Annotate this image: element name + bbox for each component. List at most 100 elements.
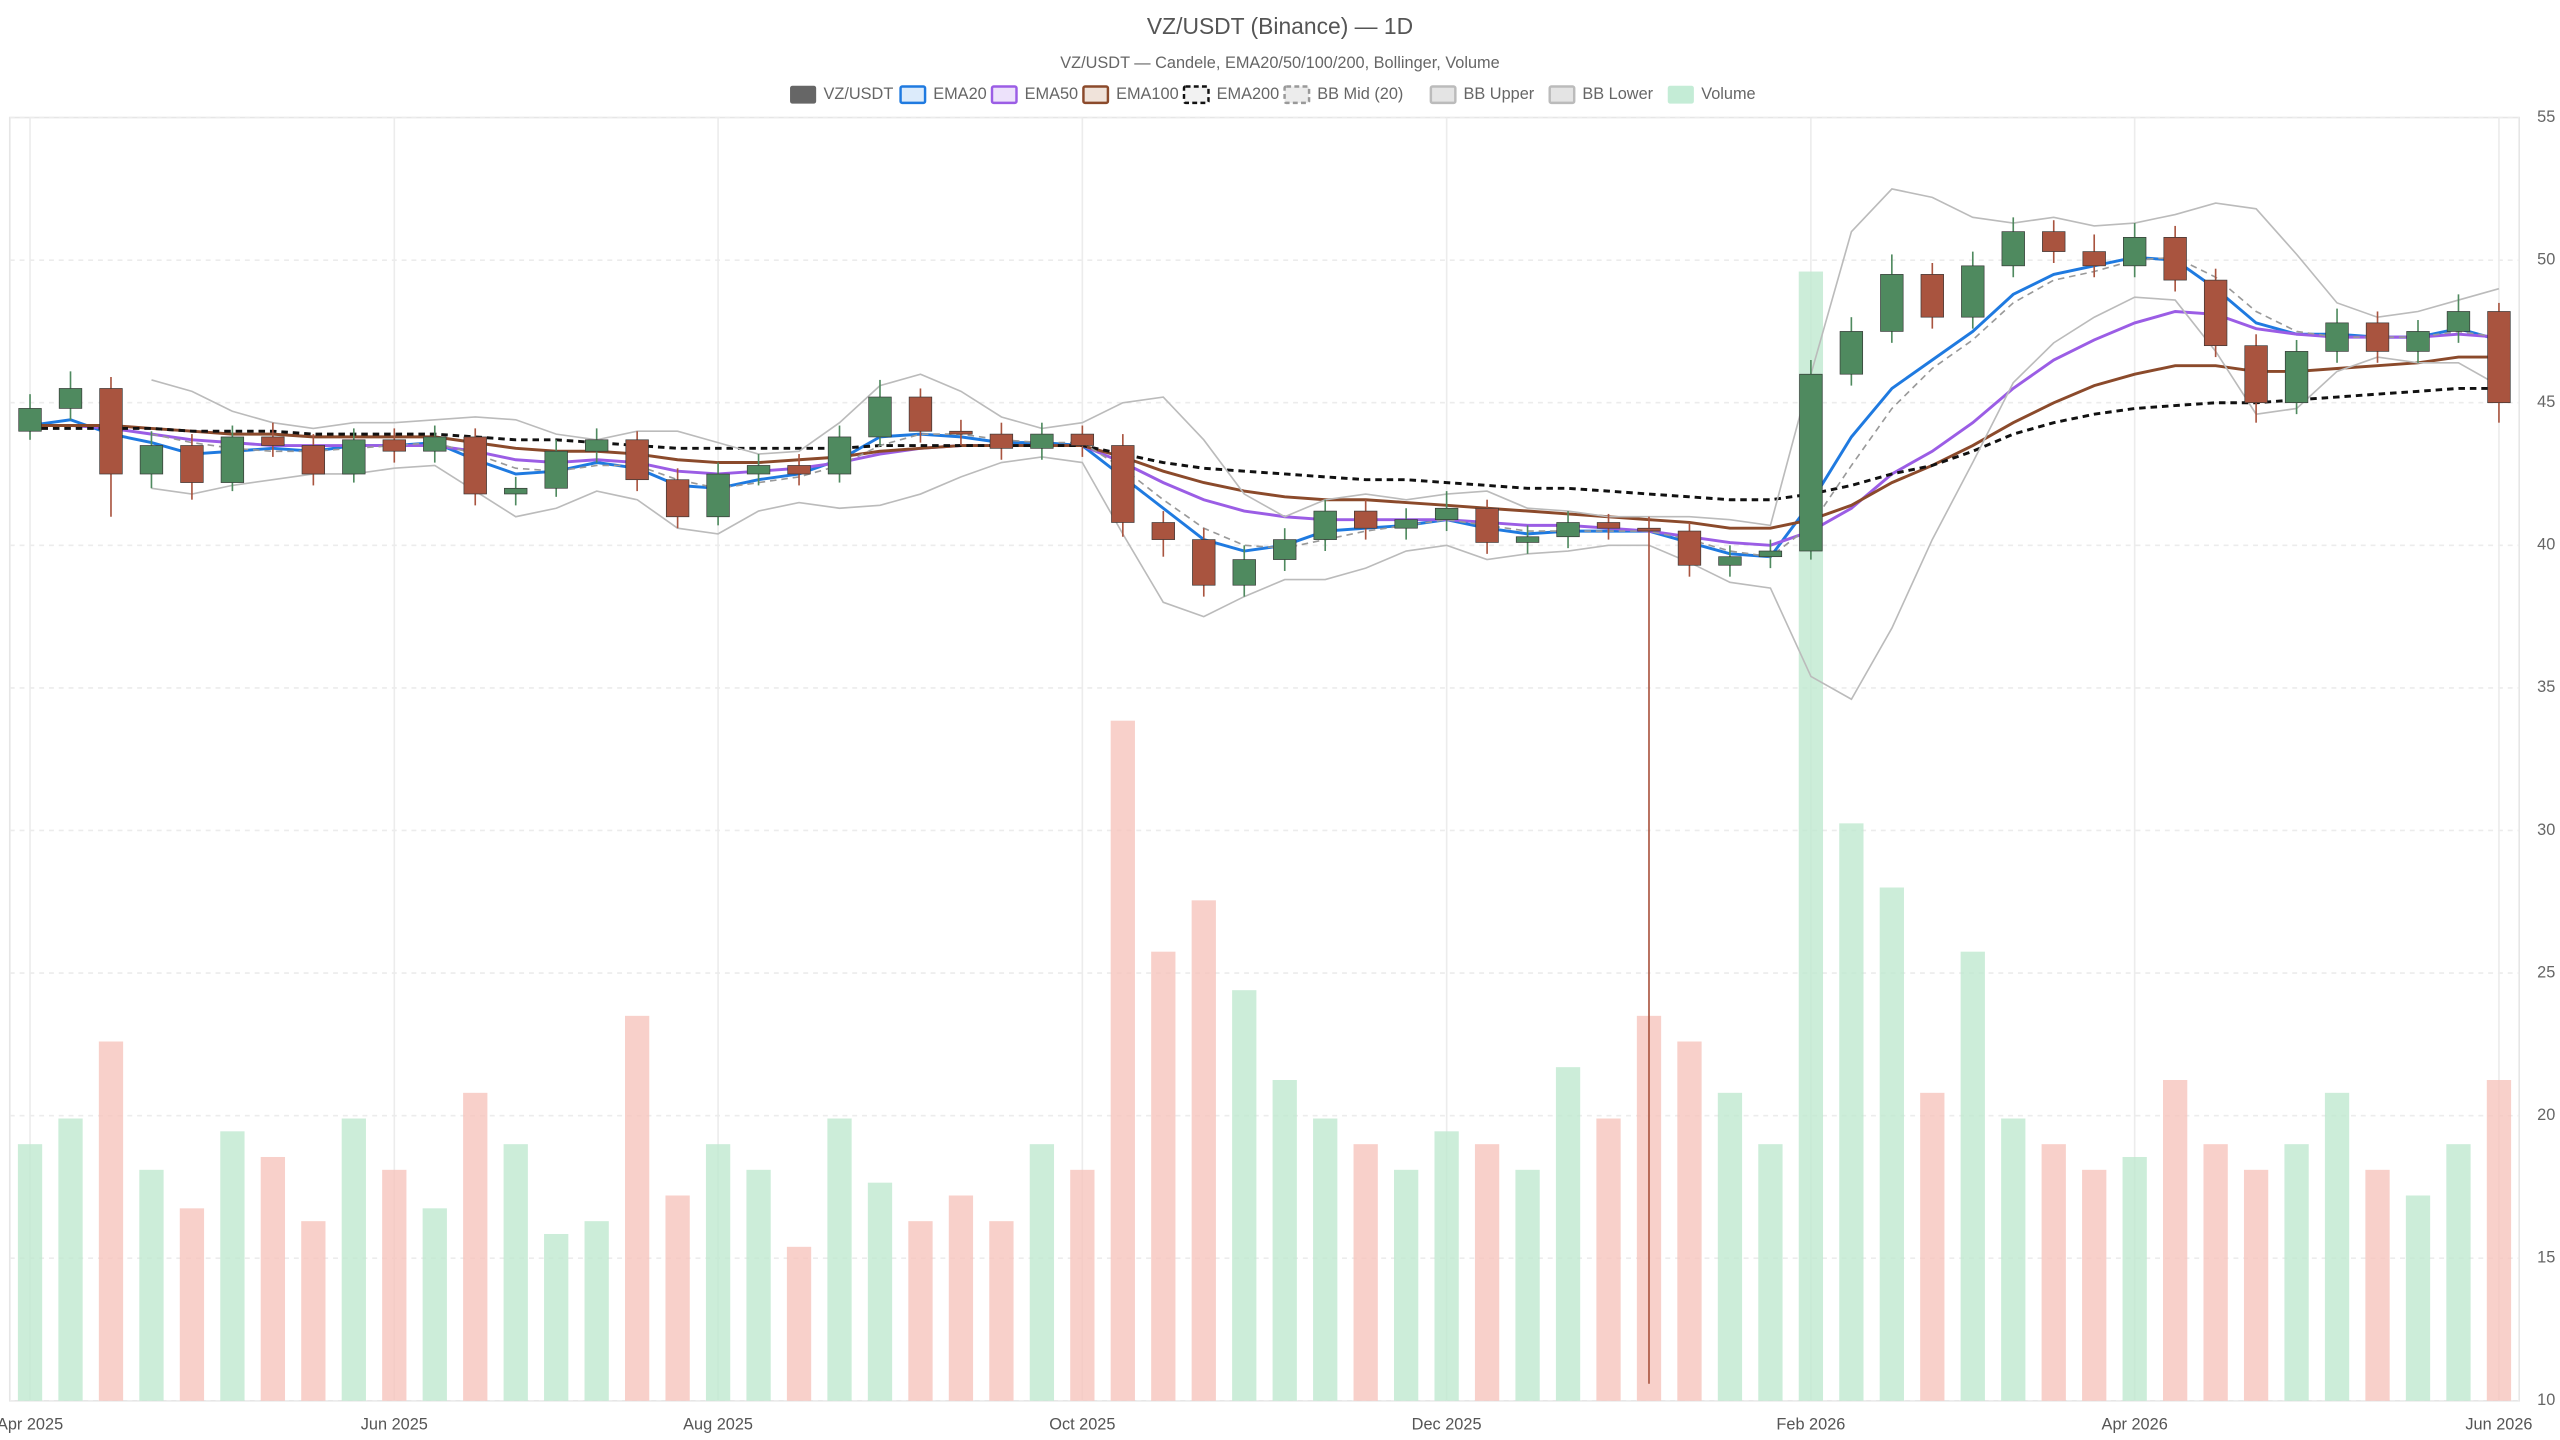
candle-body <box>2365 322 2390 352</box>
candle-body <box>746 465 771 475</box>
volume-bar <box>1151 951 1176 1401</box>
candle-layer <box>18 217 2511 1384</box>
candle-body <box>2487 311 2511 404</box>
candle-body <box>1232 559 1256 586</box>
volume-bar <box>1313 1118 1338 1401</box>
x-tick-label: Apr 2026 <box>2102 1416 2168 1434</box>
volume-bar <box>58 1118 83 1401</box>
legend-item: BB Mid (20) <box>1283 85 1403 105</box>
x-tick-label: Jun 2026 <box>2465 1416 2532 1434</box>
candle-body <box>1192 539 1216 586</box>
y-tick-label: 45 <box>2537 393 2555 411</box>
volume-bar <box>2243 1169 2269 1401</box>
y-tick-label: 25 <box>2537 963 2555 981</box>
indicator-line <box>151 296 2500 701</box>
candle-body <box>1758 550 1783 558</box>
candle-body <box>1799 373 1823 552</box>
candle-body <box>949 430 973 435</box>
candle-body <box>1961 265 1985 318</box>
volume-bar <box>1434 1131 1459 1401</box>
candle-body <box>827 436 852 475</box>
candle-body <box>1515 536 1540 543</box>
volume-bar <box>260 1156 286 1401</box>
volume-bar <box>1191 900 1216 1401</box>
x-tick-label: Dec 2025 <box>1412 1416 1482 1434</box>
volume-bar <box>2203 1144 2228 1401</box>
x-tick-label: Apr 2025 <box>0 1416 63 1434</box>
volume-bar <box>1070 1169 1095 1401</box>
candle-body <box>1556 522 1580 538</box>
candle-body <box>1637 527 1661 532</box>
candle-body <box>220 436 245 483</box>
candle-body <box>301 445 326 475</box>
volume-bar <box>1960 951 1985 1401</box>
candle-body <box>1111 445 1135 523</box>
volume-bar <box>1839 823 1864 1401</box>
candle-body <box>1596 522 1621 529</box>
legend-swatch <box>899 85 927 105</box>
legend-item: BB Upper <box>1429 85 1535 105</box>
y-tick-label: 35 <box>2537 678 2555 696</box>
candle-body <box>1070 433 1095 446</box>
candle-body <box>2244 345 2268 404</box>
volume-bar <box>2122 1156 2147 1401</box>
volume-bar <box>1920 1092 1945 1401</box>
legend-swatch <box>1082 85 1110 105</box>
y-tick-label: 40 <box>2537 536 2555 554</box>
volume-bar <box>17 1144 43 1401</box>
volume-bar <box>625 1015 650 1401</box>
candle-body <box>382 439 406 452</box>
candle-body <box>1839 331 1864 375</box>
x-tick-label: Aug 2025 <box>683 1416 753 1434</box>
indicator-line <box>30 310 2500 547</box>
candle-body <box>625 439 649 481</box>
volume-bar <box>2365 1169 2390 1401</box>
volume-bar <box>1555 1067 1581 1401</box>
chart-title: VZ/USDT (Binance) — 1D <box>1147 13 1413 39</box>
candle-body <box>1151 522 1175 540</box>
volume-bar <box>382 1169 407 1401</box>
candle-body <box>868 396 892 438</box>
candle-body <box>1273 539 1297 560</box>
volume-bar <box>2001 1118 2026 1401</box>
candle-body <box>504 487 528 495</box>
candle-body <box>180 445 204 483</box>
volume-bar <box>908 1221 933 1401</box>
volume-bar <box>2284 1144 2309 1401</box>
candle-body <box>139 445 164 475</box>
candle-body <box>908 396 933 432</box>
volume-bar <box>1515 1169 1540 1401</box>
legend-swatch <box>1182 85 1210 105</box>
volume-bar <box>665 1195 690 1401</box>
candle-body <box>1880 274 1904 332</box>
legend-item: BB Lower <box>1548 85 1654 105</box>
candle-body <box>585 439 609 452</box>
volume-bar <box>786 1246 812 1401</box>
candle-body <box>2203 279 2228 347</box>
candle-body <box>989 433 1014 449</box>
indicator-line <box>151 188 2500 527</box>
candle-body <box>261 436 285 446</box>
y-tick-label: 55 <box>2537 108 2555 126</box>
candle-body <box>1475 507 1499 543</box>
volume-bar <box>867 1182 893 1401</box>
legend-label: EMA20 <box>933 85 987 103</box>
legend-item: EMA200 <box>1182 85 1279 105</box>
volume-bar <box>584 1221 609 1401</box>
legend-swatch <box>990 85 1018 105</box>
volume-bar <box>705 1144 731 1401</box>
candle-body <box>1030 433 1054 449</box>
volume-bar <box>1272 1080 1297 1401</box>
candle-body <box>423 436 447 452</box>
volume-bar <box>1879 887 1904 1401</box>
y-tick-label: 20 <box>2537 1106 2555 1124</box>
candle-body <box>544 450 568 489</box>
volume-bar <box>746 1169 771 1401</box>
candle-body <box>18 408 42 432</box>
candle-body <box>2325 322 2349 352</box>
indicator-line <box>30 386 2499 502</box>
candle-body <box>342 439 366 475</box>
volume-bar <box>2082 1169 2107 1401</box>
volume-bar <box>220 1131 245 1401</box>
